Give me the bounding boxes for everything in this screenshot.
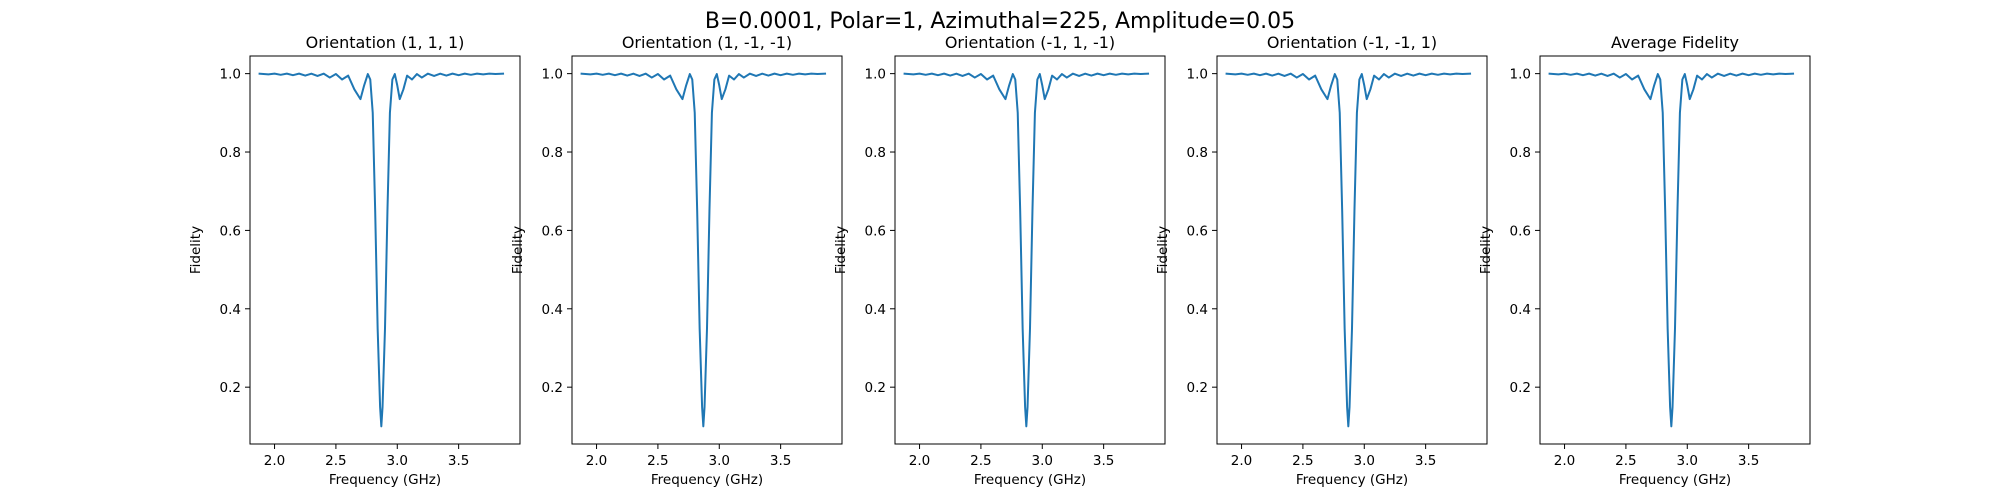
figure-suptitle: B=0.0001, Polar=1, Azimuthal=225, Amplit… <box>705 9 1295 34</box>
x-tick-label: 3.5 <box>448 453 469 469</box>
y-tick-label: 0.8 <box>1510 145 1531 161</box>
y-tick-label: 0.2 <box>542 380 563 396</box>
x-tick-label: 3.0 <box>1032 453 1053 469</box>
y-axis-label: Fidelity <box>188 226 204 274</box>
y-tick-label: 0.8 <box>220 145 241 161</box>
x-axis-label: Frequency (GHz) <box>974 472 1086 488</box>
x-tick-label: 3.5 <box>1093 453 1114 469</box>
subplot-grid: Orientation (1, 1, 1) 2.0 2.5 3.0 3.5 0.2 0.4 0… <box>188 33 1811 488</box>
y-axis-label: Fidelity <box>833 226 849 274</box>
fidelity-line <box>580 72 827 428</box>
y-tick-label: 0.8 <box>865 145 886 161</box>
y-axis-label: Fidelity <box>510 226 526 274</box>
y-tick-label: 0.6 <box>865 223 886 239</box>
x-tick-label: 2.5 <box>325 453 346 469</box>
y-tick-label: 0.6 <box>1187 223 1208 239</box>
x-tick-label: 2.0 <box>1231 453 1252 469</box>
y-tick-label: 0.6 <box>542 223 563 239</box>
y-tick-label: 0.4 <box>865 302 886 318</box>
x-tick-label: 3.5 <box>1415 453 1436 469</box>
x-axis-label: Frequency (GHz) <box>329 472 441 488</box>
x-tick-label: 2.0 <box>1554 453 1575 469</box>
y-tick-label: 1.0 <box>542 67 563 83</box>
x-axis-label: Frequency (GHz) <box>651 472 763 488</box>
plot-frame <box>1539 55 1811 445</box>
x-tick-label: 3.0 <box>387 453 408 469</box>
subplot-1: Orientation (1, 1, 1) 2.0 2.5 3.0 3.5 0.2 0.4 0… <box>188 33 521 488</box>
x-tick-label: 3.0 <box>709 453 730 469</box>
y-tick-label: 1.0 <box>865 67 886 83</box>
y-axis-label: Fidelity <box>1478 226 1494 274</box>
subplot-2: Orientation (1, -1, -1) 2.0 2.5 3.0 3.5 0.2 0.… <box>510 33 843 488</box>
y-tick-label: 1.0 <box>220 67 241 83</box>
x-tick-label: 2.5 <box>970 453 991 469</box>
plot-frame <box>894 55 1166 445</box>
x-tick-label: 2.0 <box>909 453 930 469</box>
subplot-3: Orientation (-1, 1, -1) 2.0 2.5 3.0 3.5 0.2 0.… <box>833 33 1166 488</box>
subplot-5: Average Fidelity 2.0 2.5 3.0 3.5 0.2 0.4 0.6 0.8… <box>1478 33 1811 488</box>
x-tick-label: 3.5 <box>1738 453 1759 469</box>
y-tick-label: 0.2 <box>1510 380 1531 396</box>
x-tick-label: 2.5 <box>1615 453 1636 469</box>
fidelity-line <box>1548 72 1795 428</box>
y-axis-label: Fidelity <box>1155 226 1171 274</box>
fidelity-line <box>1225 72 1472 428</box>
fidelity-line <box>903 72 1150 428</box>
fidelity-line <box>258 72 505 428</box>
subplot-title: Orientation (1, -1, -1) <box>622 33 792 52</box>
x-tick-label: 3.0 <box>1354 453 1375 469</box>
subplot-title: Orientation (-1, 1, -1) <box>945 33 1115 52</box>
plot-frame <box>1216 55 1488 445</box>
y-tick-label: 0.4 <box>542 302 563 318</box>
y-tick-label: 0.4 <box>1510 302 1531 318</box>
y-tick-label: 0.8 <box>542 145 563 161</box>
x-tick-label: 2.0 <box>586 453 607 469</box>
y-tick-label: 0.2 <box>865 380 886 396</box>
subplot-title: Orientation (-1, -1, 1) <box>1267 33 1437 52</box>
y-tick-label: 0.8 <box>1187 145 1208 161</box>
y-tick-label: 0.4 <box>1187 302 1208 318</box>
y-tick-label: 1.0 <box>1510 67 1531 83</box>
y-tick-label: 0.6 <box>1510 223 1531 239</box>
x-tick-label: 3.5 <box>770 453 791 469</box>
plot-frame <box>249 55 521 445</box>
y-tick-label: 0.6 <box>220 223 241 239</box>
x-axis-label: Frequency (GHz) <box>1296 472 1408 488</box>
y-tick-label: 1.0 <box>1187 67 1208 83</box>
y-tick-label: 0.4 <box>220 302 241 318</box>
x-tick-label: 2.5 <box>647 453 668 469</box>
y-tick-label: 0.2 <box>1187 380 1208 396</box>
x-axis-label: Frequency (GHz) <box>1619 472 1731 488</box>
subplot-title: Average Fidelity <box>1611 33 1739 52</box>
subplot-4: Orientation (-1, -1, 1) 2.0 2.5 3.0 3.5 0.2 0.… <box>1155 33 1488 488</box>
y-tick-label: 0.2 <box>220 380 241 396</box>
plot-frame <box>571 55 843 445</box>
subplot-title: Orientation (1, 1, 1) <box>306 33 465 52</box>
x-tick-label: 2.5 <box>1292 453 1313 469</box>
x-tick-label: 2.0 <box>264 453 285 469</box>
x-tick-label: 3.0 <box>1677 453 1698 469</box>
